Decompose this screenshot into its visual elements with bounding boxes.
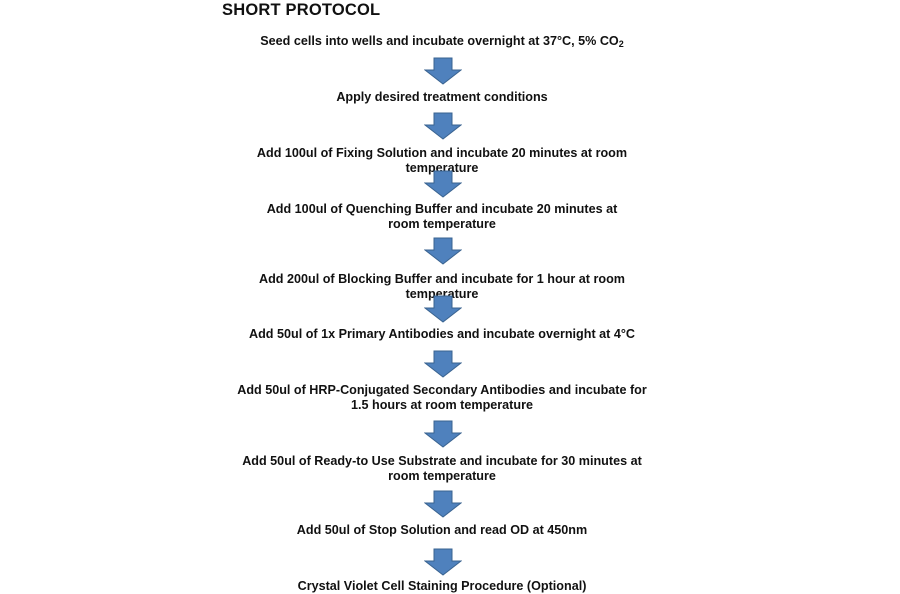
step-8: Add 50ul of Ready-to Use Substrate and i… xyxy=(242,454,642,483)
step-4: Add 100ul of Quenching Buffer and incuba… xyxy=(266,202,618,231)
step-9: Add 50ul of Stop Solution and read OD at… xyxy=(296,523,588,537)
step-3: Add 100ul of Fixing Solution and incubat… xyxy=(256,146,628,175)
down-arrow-icon xyxy=(423,548,463,576)
down-arrow-icon xyxy=(423,420,463,448)
step-6: Add 50ul of 1x Primary Antibodies and in… xyxy=(249,327,635,341)
protocol-title: SHORT PROTOCOL xyxy=(222,1,381,19)
step-1: Seed cells into wells and incubate overn… xyxy=(222,34,662,52)
down-arrow-icon xyxy=(423,170,463,198)
step-2: Apply desired treatment conditions xyxy=(336,90,548,104)
down-arrow-icon xyxy=(423,350,463,378)
down-arrow-icon xyxy=(423,490,463,518)
step-text: Seed cells into wells and incubate overn… xyxy=(260,34,619,48)
subscript: 2 xyxy=(618,39,624,49)
down-arrow-icon xyxy=(423,295,463,323)
down-arrow-icon xyxy=(423,57,463,85)
step-10: Crystal Violet Cell Staining Procedure (… xyxy=(297,579,587,593)
step-7: Add 50ul of HRP-Conjugated Secondary Ant… xyxy=(237,383,647,412)
step-5: Add 200ul of Blocking Buffer and incubat… xyxy=(259,272,625,301)
down-arrow-icon xyxy=(423,237,463,265)
down-arrow-icon xyxy=(423,112,463,140)
